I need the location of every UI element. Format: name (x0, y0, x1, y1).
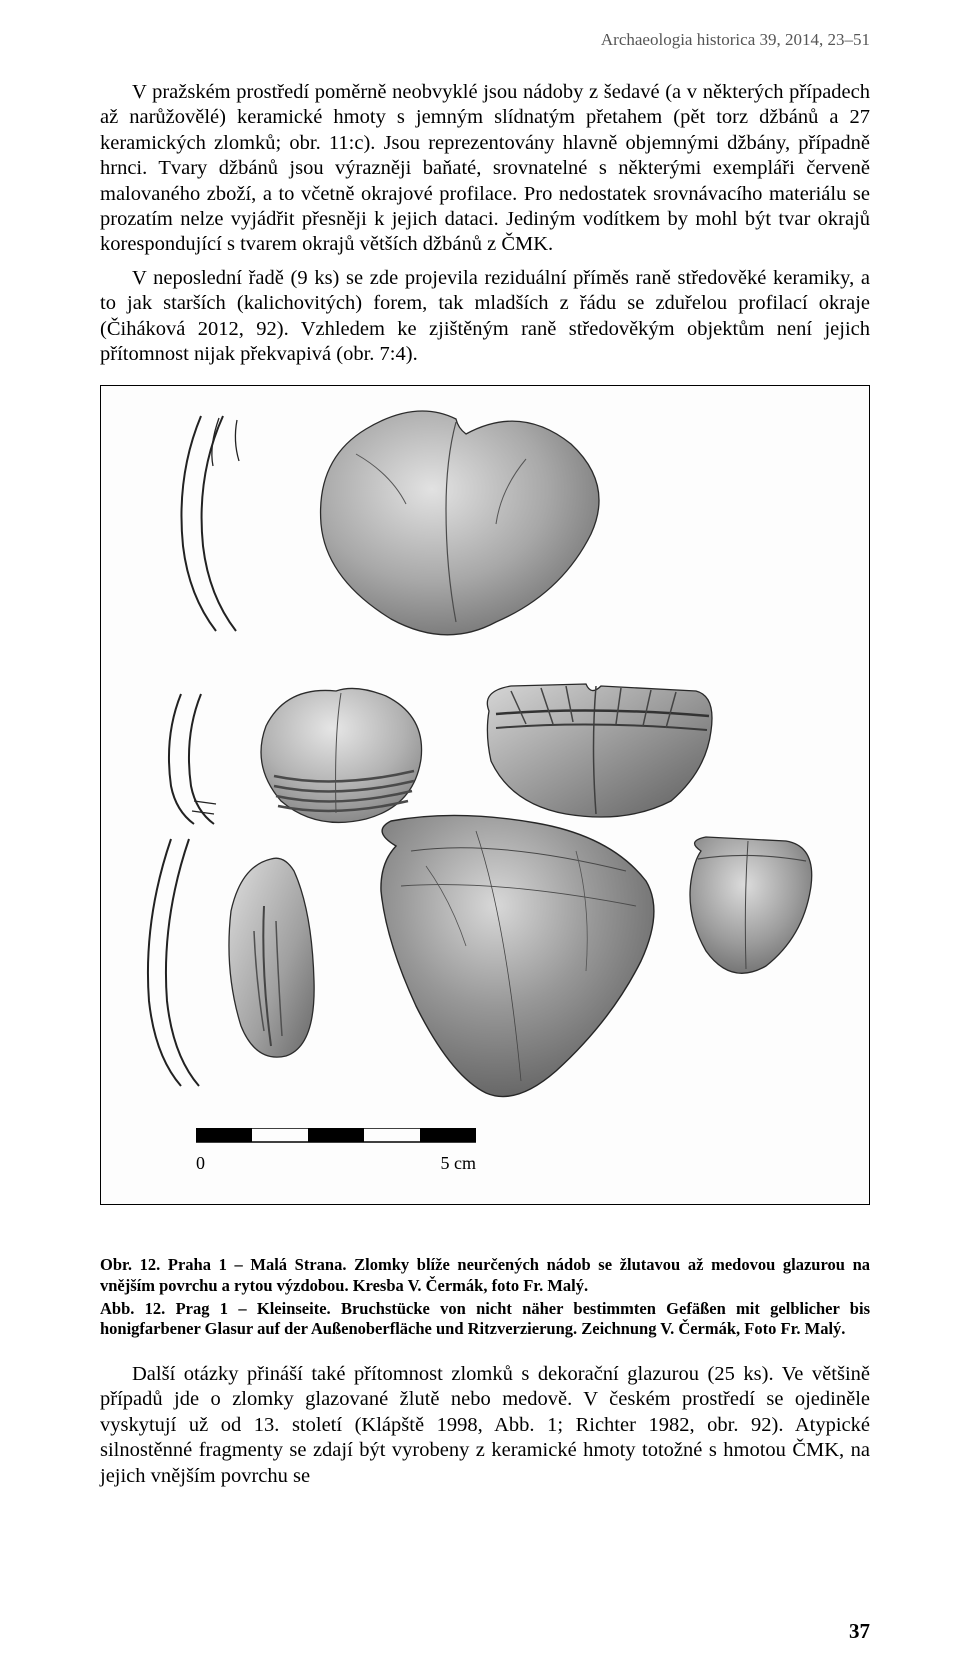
scale-start: 0 (196, 1153, 205, 1174)
scale-bar: 0 5 cm (196, 1128, 476, 1174)
body-paragraph-1: V pražském prostředí poměrně neobvyklé j… (100, 80, 870, 258)
sherd-top (296, 404, 616, 639)
body-paragraph-3: Další otázky přináší také přítomnost zlo… (100, 1362, 870, 1489)
figure-caption-de-bold: Abb. 12. Prag 1 – Kleinseite. (100, 1299, 331, 1318)
sherd-mid-right (471, 676, 721, 821)
sherd-bottom-small (676, 831, 821, 981)
sherd-bottom-large (356, 811, 661, 1106)
profile-drawing-1 (161, 406, 271, 636)
sherd-bottom-narrow (216, 851, 326, 1066)
scale-bar-graphic (196, 1128, 476, 1144)
figure-caption-cs: Obr. 12. Praha 1 – Malá Strana. Zlomky b… (100, 1255, 870, 1296)
figure-12: 0 5 cm (100, 385, 870, 1205)
sherd-mid-left (246, 681, 431, 831)
page: Archaeologia historica 39, 2014, 23–51 V… (0, 0, 960, 1662)
figure-caption-de: Abb. 12. Prag 1 – Kleinseite. Bruchstück… (100, 1299, 870, 1340)
profile-drawing-2 (146, 686, 231, 826)
scale-end: 5 cm (441, 1153, 477, 1174)
page-number: 37 (849, 1619, 870, 1644)
running-head: Archaeologia historica 39, 2014, 23–51 (100, 30, 870, 50)
figure-caption-cs-text: Obr. 12. Praha 1 – Malá Strana. Zlomky b… (100, 1255, 870, 1295)
profile-drawing-3 (131, 831, 206, 1091)
body-paragraph-2: V neposlední řadě (9 ks) se zde projevil… (100, 266, 870, 368)
